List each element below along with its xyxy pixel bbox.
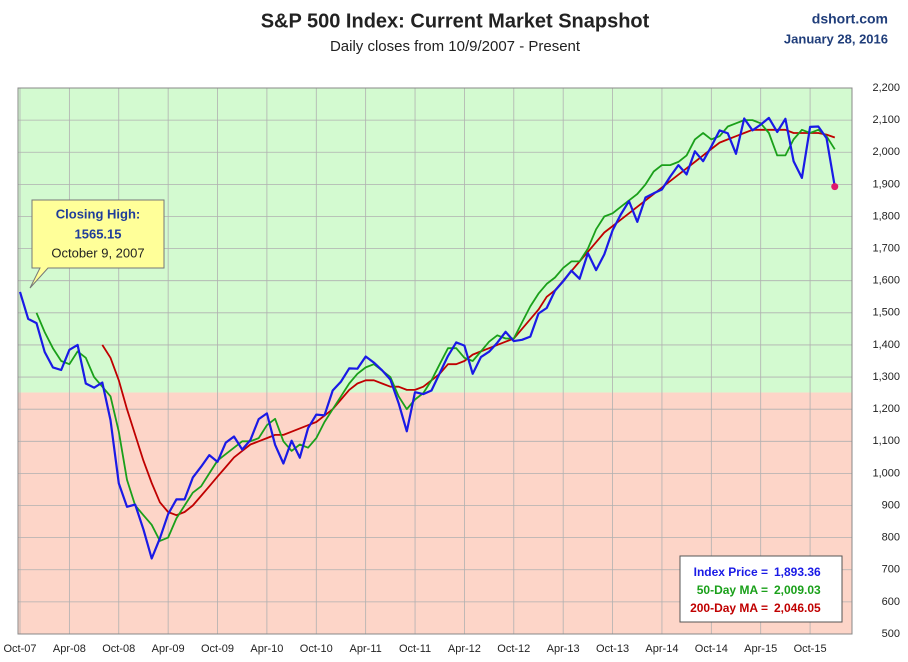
plot-area: 500 600 700 800 900 1,000 1,100 1,200 1,300 1,400… bbox=[3, 82, 900, 655]
info-label: Index Price = bbox=[694, 565, 768, 579]
info-box: Index Price = 1,893.36 50-Day MA = 2,009.03… bbox=[679, 555, 843, 623]
y-tick-label: 900 bbox=[882, 499, 900, 511]
series-line bbox=[18, 116, 836, 560]
x-tick-label: Oct-10 bbox=[300, 643, 333, 655]
x-tick-label: Oct-15 bbox=[794, 643, 827, 655]
info-value: 1,893.36 bbox=[774, 565, 821, 579]
info-value: 2,046.05 bbox=[774, 601, 821, 615]
y-tick-label: 800 bbox=[882, 532, 900, 544]
y-tick-label: 1,200 bbox=[872, 403, 900, 415]
x-tick-label: Oct-12 bbox=[497, 643, 530, 655]
y-tick-label: 1,300 bbox=[872, 371, 900, 383]
info-label: 200-Day MA = bbox=[690, 601, 768, 615]
x-tick-label: Apr-10 bbox=[250, 643, 283, 655]
x-tick-label: Oct-07 bbox=[3, 643, 36, 655]
y-tick-label: 1,600 bbox=[872, 275, 900, 287]
chart-subtitle: Daily closes from 10/9/2007 - Present bbox=[330, 38, 581, 55]
x-tick-label: Oct-13 bbox=[596, 643, 629, 655]
info-box-frame bbox=[679, 555, 843, 623]
y-tick-label: 1,900 bbox=[872, 178, 900, 190]
y-tick-label: 500 bbox=[882, 628, 900, 640]
x-tick-label: Apr-13 bbox=[547, 643, 580, 655]
y-tick-label: 1,100 bbox=[872, 435, 900, 447]
y-tick-label: 1,700 bbox=[872, 242, 900, 254]
info-value: 2,009.03 bbox=[774, 583, 821, 597]
x-tick-label: Apr-11 bbox=[350, 643, 382, 655]
y-tick-label: 1,800 bbox=[872, 210, 900, 222]
plot-border bbox=[17, 87, 853, 635]
y-tick-label: 600 bbox=[882, 596, 900, 608]
x-tick-label: Oct-09 bbox=[201, 643, 234, 655]
y-tick-label: 1,400 bbox=[872, 339, 900, 351]
y-tick-label: 2,000 bbox=[872, 146, 900, 158]
x-tick-label: Apr-15 bbox=[744, 643, 777, 655]
y-tick-label: 700 bbox=[882, 564, 900, 576]
x-tick-label: Apr-08 bbox=[53, 643, 86, 655]
x-tick-label: Apr-14 bbox=[645, 643, 678, 655]
callout-value: 1565.15 bbox=[75, 226, 122, 241]
callout: Closing High: 1565.15 October 9, 2007 bbox=[29, 199, 165, 289]
source: dshort.com bbox=[812, 11, 888, 27]
y-tick-label: 2,100 bbox=[872, 114, 900, 126]
callout-date: October 9, 2007 bbox=[51, 245, 144, 260]
y-tick-label: 1,500 bbox=[872, 307, 900, 319]
x-tick-label: Oct-08 bbox=[102, 643, 135, 655]
date: January 28, 2016 bbox=[784, 31, 888, 46]
last-point bbox=[831, 183, 839, 191]
x-tick-label: Oct-14 bbox=[695, 643, 728, 655]
x-tick-label: Apr-09 bbox=[152, 643, 185, 655]
chart-title: S&P 500 Index: Current Market Snapshot bbox=[261, 10, 650, 32]
info-label: 50-Day MA = bbox=[697, 583, 768, 597]
y-tick-label: 2,200 bbox=[872, 82, 900, 94]
callout-box bbox=[29, 199, 165, 289]
x-tick-label: Apr-12 bbox=[448, 643, 481, 655]
series-line bbox=[35, 119, 836, 542]
x-tick-label: Oct-11 bbox=[399, 643, 431, 655]
callout-title: Closing High: bbox=[56, 206, 141, 221]
y-tick-label: 1,000 bbox=[872, 467, 900, 479]
